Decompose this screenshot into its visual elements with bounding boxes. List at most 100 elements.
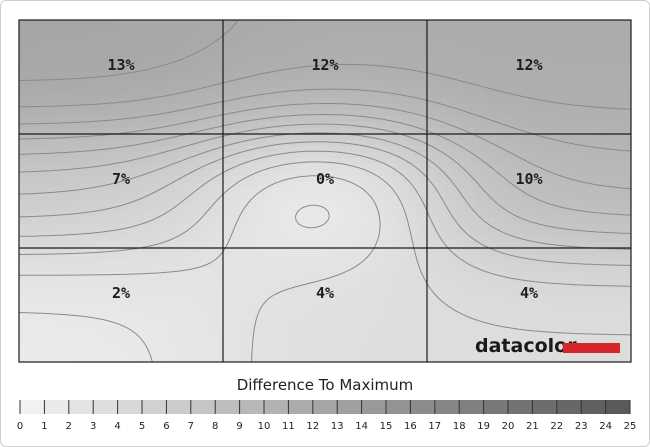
heat-tile bbox=[247, 170, 254, 177]
heat-tile bbox=[373, 302, 380, 309]
heat-tile bbox=[379, 80, 386, 87]
heat-tile bbox=[439, 32, 446, 39]
heat-tile bbox=[517, 104, 524, 111]
heat-tile bbox=[25, 224, 32, 231]
heat-tile bbox=[103, 176, 110, 183]
heat-tile bbox=[223, 116, 230, 123]
heat-tile bbox=[439, 206, 446, 213]
heat-tile bbox=[79, 32, 86, 39]
heat-tile bbox=[79, 188, 86, 195]
heat-tile bbox=[499, 20, 506, 27]
heat-tile bbox=[307, 176, 314, 183]
heat-tile bbox=[607, 152, 614, 159]
heat-tile bbox=[487, 68, 494, 75]
heat-tile bbox=[391, 116, 398, 123]
heat-tile bbox=[283, 110, 290, 117]
heat-tile bbox=[367, 188, 374, 195]
heat-tile bbox=[19, 80, 26, 87]
heat-tile bbox=[337, 110, 344, 117]
heat-tile bbox=[43, 98, 50, 105]
heat-tile bbox=[301, 56, 308, 63]
heat-tile bbox=[421, 296, 428, 303]
heat-tile bbox=[85, 92, 92, 99]
heat-tile bbox=[139, 86, 146, 93]
heat-tile bbox=[361, 182, 368, 189]
heat-tile bbox=[61, 98, 68, 105]
heat-tile bbox=[463, 212, 470, 219]
heat-tile bbox=[391, 242, 398, 249]
heat-tile bbox=[571, 218, 578, 225]
heat-tile bbox=[211, 254, 218, 261]
heat-tile bbox=[505, 32, 512, 39]
heat-tile bbox=[181, 140, 188, 147]
heat-tile bbox=[319, 218, 326, 225]
heat-tile bbox=[301, 182, 308, 189]
heat-tile bbox=[79, 128, 86, 135]
heat-tile bbox=[379, 146, 386, 153]
heat-tile bbox=[499, 254, 506, 261]
heat-tile bbox=[505, 248, 512, 255]
heat-tile bbox=[235, 50, 242, 57]
heat-tile bbox=[379, 26, 386, 33]
heat-tile bbox=[319, 152, 326, 159]
heat-tile bbox=[223, 206, 230, 213]
heat-tile bbox=[343, 182, 350, 189]
heat-tile bbox=[571, 140, 578, 147]
heat-tile bbox=[613, 104, 620, 111]
heat-tile bbox=[481, 290, 488, 297]
heat-tile bbox=[217, 278, 224, 285]
heat-tile bbox=[241, 254, 248, 261]
heat-tile bbox=[553, 158, 560, 165]
heat-tile bbox=[577, 206, 584, 213]
heat-tile bbox=[343, 146, 350, 153]
heat-tile bbox=[487, 302, 494, 309]
heat-tile bbox=[109, 152, 116, 159]
heat-tile bbox=[229, 194, 236, 201]
heat-tile bbox=[565, 188, 572, 195]
heat-tile bbox=[175, 38, 182, 45]
heat-tile bbox=[115, 296, 122, 303]
heat-tile bbox=[433, 50, 440, 57]
heat-tile bbox=[121, 32, 128, 39]
heat-tile bbox=[469, 230, 476, 237]
heat-tile bbox=[193, 128, 200, 135]
heat-tile bbox=[211, 110, 218, 117]
heat-tile bbox=[145, 308, 152, 315]
heat-tile bbox=[439, 242, 446, 249]
heat-tile bbox=[169, 38, 176, 45]
heat-tile bbox=[547, 230, 554, 237]
heat-tile bbox=[109, 50, 116, 57]
heat-tile bbox=[325, 56, 332, 63]
heat-tile bbox=[67, 110, 74, 117]
heat-tile bbox=[547, 176, 554, 183]
heat-tile bbox=[481, 68, 488, 75]
heat-tile bbox=[301, 188, 308, 195]
heat-tile bbox=[133, 98, 140, 105]
heat-tile bbox=[205, 158, 212, 165]
heat-tile bbox=[313, 20, 320, 27]
heat-tile bbox=[295, 92, 302, 99]
heat-tile bbox=[205, 230, 212, 237]
heat-tile bbox=[367, 38, 374, 45]
heat-tile bbox=[445, 38, 452, 45]
heat-tile bbox=[301, 20, 308, 27]
heat-tile bbox=[325, 254, 332, 261]
heat-tile bbox=[277, 38, 284, 45]
heat-tile bbox=[205, 308, 212, 315]
heat-tile bbox=[133, 62, 140, 69]
heat-tile bbox=[415, 56, 422, 63]
heat-tile bbox=[457, 308, 464, 315]
heat-tile bbox=[109, 20, 116, 27]
heat-tile bbox=[157, 206, 164, 213]
heat-tile bbox=[523, 284, 530, 291]
heat-tile bbox=[175, 104, 182, 111]
heat-tile bbox=[115, 44, 122, 51]
heat-tile bbox=[319, 290, 326, 297]
heat-tile bbox=[61, 194, 68, 201]
heat-tile bbox=[559, 200, 566, 207]
heat-tile bbox=[145, 224, 152, 231]
heat-tile bbox=[517, 98, 524, 105]
heat-tile bbox=[145, 206, 152, 213]
heat-tile bbox=[583, 62, 590, 69]
heat-tile bbox=[271, 254, 278, 261]
